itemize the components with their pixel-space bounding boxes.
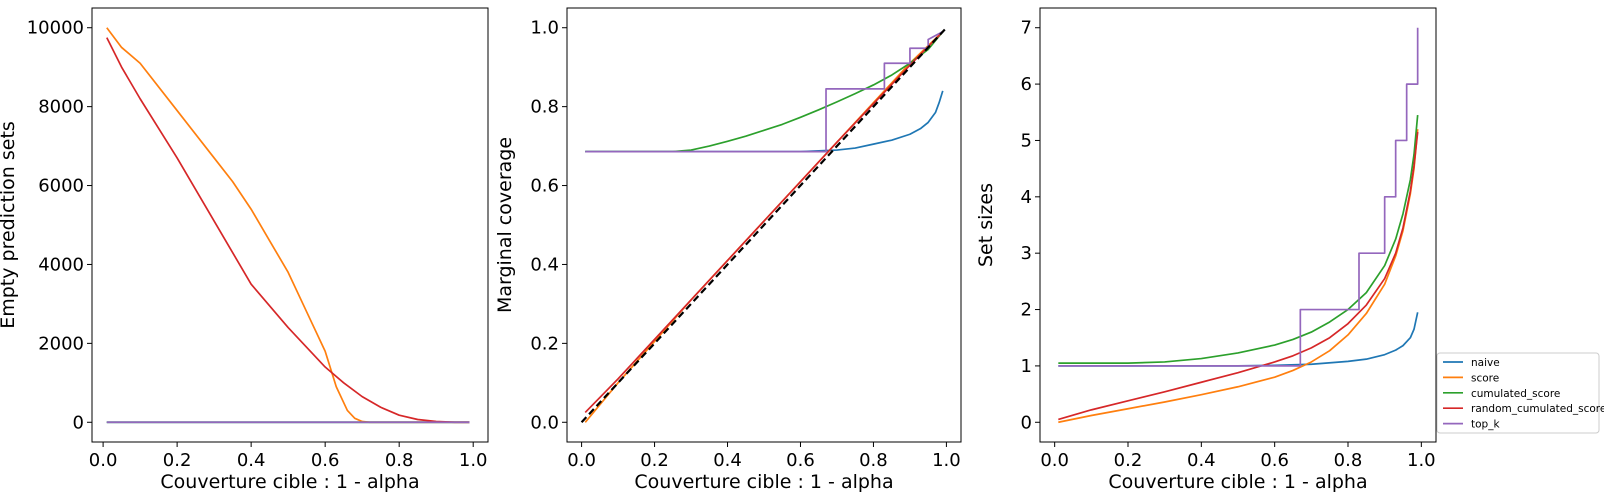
y-tick-label: 8000 bbox=[38, 97, 84, 118]
series-line-naive bbox=[1058, 312, 1419, 367]
x-tick-label: 0.0 bbox=[89, 450, 118, 471]
x-tick-label: 0.2 bbox=[640, 450, 669, 471]
chart-panel-3: 0.0 0.2 0.4 0.6 0.8 1.0 0 1 2 3 4 5 6 7 Couverture cib… bbox=[975, 7, 1604, 493]
x-tick-label: 0.8 bbox=[859, 450, 888, 471]
y-tick-label: 10000 bbox=[27, 18, 84, 39]
x-tick-label: 1.0 bbox=[1407, 450, 1436, 471]
legend-label-cumulated_score: cumulated_score bbox=[1471, 388, 1560, 400]
chart-panel-2: 0.0 0.2 0.4 0.6 0.8 1.0 0.0 0.2 0.4 0.6 0.8 1.0 Couv… bbox=[494, 7, 962, 493]
series-line-score bbox=[1058, 129, 1419, 424]
x-axis-label: Couverture cible : 1 - alpha bbox=[1108, 471, 1367, 493]
x-tick-label: 0.4 bbox=[237, 450, 266, 471]
y-tick-label: 0.6 bbox=[530, 176, 559, 197]
x-tick-label: 0.0 bbox=[1040, 450, 1069, 471]
axes-frame bbox=[566, 7, 962, 443]
y-tick-label: 0 bbox=[1021, 412, 1032, 433]
y-tick-label: 1.0 bbox=[530, 18, 559, 39]
x-tick-label: 0.0 bbox=[567, 450, 596, 471]
series-group bbox=[580, 26, 948, 424]
y-tick-label: 5 bbox=[1021, 130, 1032, 151]
axes-frame bbox=[91, 7, 489, 443]
y-tick-label: 7 bbox=[1021, 18, 1032, 39]
x-tick-label: 0.4 bbox=[1187, 450, 1216, 471]
y-axis-label: Set sizes bbox=[975, 183, 997, 267]
series-group bbox=[1058, 27, 1419, 424]
series-line-random_cumulated_score bbox=[106, 37, 470, 424]
x-tick-label: 1.0 bbox=[932, 450, 961, 471]
series-line-score bbox=[106, 27, 470, 424]
x-tick-label: 0.6 bbox=[311, 450, 340, 471]
y-axis-label: Marginal coverage bbox=[494, 137, 516, 313]
y-tick-label: 6 bbox=[1021, 74, 1032, 95]
x-tick-label: 0.6 bbox=[1260, 450, 1289, 471]
x-tick-label: 1.0 bbox=[459, 450, 488, 471]
y-axis-label: Empty prediction sets bbox=[0, 121, 19, 329]
legend-label-random_cumulated_score: random_cumulated_score bbox=[1471, 403, 1604, 415]
series-line-naive bbox=[585, 90, 944, 153]
legend: naive score cumulated_score random_cumulate… bbox=[1436, 352, 1604, 434]
x-tick-label: 0.4 bbox=[713, 450, 742, 471]
chart-panel-1: 0.0 0.2 0.4 0.6 0.8 1.0 0 2000 4000 6000 8000 10000… bbox=[0, 7, 489, 493]
y-tick-label: 0.4 bbox=[530, 254, 559, 275]
y-tick-label: 0.0 bbox=[530, 412, 559, 433]
x-tick-label: 0.8 bbox=[385, 450, 414, 471]
x-tick-label: 0.2 bbox=[1114, 450, 1143, 471]
y-tick-label: 3 bbox=[1021, 243, 1032, 264]
series-line-cumulated_score bbox=[1058, 115, 1419, 364]
series-line-cumulated_score bbox=[585, 31, 944, 153]
x-axis-label: Couverture cible : 1 - alpha bbox=[634, 471, 893, 493]
reference-diagonal-line bbox=[580, 26, 948, 424]
legend-label-score: score bbox=[1471, 372, 1499, 384]
series-line-random_cumulated_score bbox=[1058, 131, 1419, 421]
y-tick-label: 6000 bbox=[38, 176, 84, 197]
legend-box bbox=[1436, 352, 1600, 434]
y-tick-label: 4000 bbox=[38, 254, 84, 275]
legend-label-naive: naive bbox=[1471, 357, 1500, 369]
y-tick-label: 2 bbox=[1021, 300, 1032, 321]
y-tick-label: 0.8 bbox=[530, 97, 559, 118]
x-tick-label: 0.6 bbox=[786, 450, 815, 471]
series-group bbox=[106, 27, 470, 424]
series-line-random_cumulated_score bbox=[584, 31, 944, 414]
series-line-top_k bbox=[585, 30, 944, 153]
y-tick-label: 2000 bbox=[38, 333, 84, 354]
x-tick-label: 0.8 bbox=[1334, 450, 1363, 471]
legend-label-top_k: top_k bbox=[1471, 419, 1500, 431]
y-tick-label: 4 bbox=[1021, 187, 1032, 208]
axes-frame bbox=[1039, 7, 1437, 443]
x-tick-label: 0.2 bbox=[163, 450, 192, 471]
series-line-top_k bbox=[1058, 27, 1419, 367]
y-tick-label: 0.2 bbox=[530, 333, 559, 354]
y-tick-label: 1 bbox=[1021, 356, 1032, 377]
y-tick-label: 0 bbox=[73, 412, 84, 433]
x-axis-label: Couverture cible : 1 - alpha bbox=[160, 471, 419, 493]
